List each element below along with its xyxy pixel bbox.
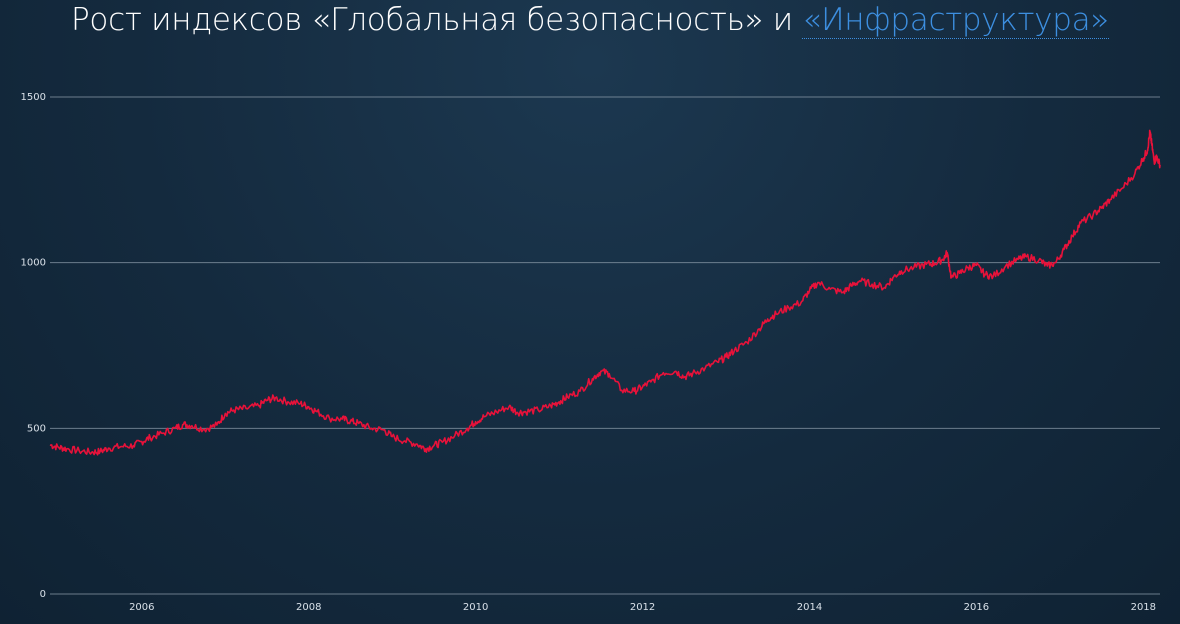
series-layer <box>49 129 1161 456</box>
x-tick-label: 2018 <box>1131 602 1156 613</box>
chart-title-main: Рост индексов «Глобальная безопасность» … <box>71 2 803 38</box>
chart-title-link[interactable]: «Инфраструктура» <box>802 2 1109 39</box>
y-tick-label: 1500 <box>21 92 46 103</box>
x-tick-label: 2006 <box>129 602 154 613</box>
x-axis-ticks: 2006 2008 2010 2012 2014 2016 2018 <box>129 602 1156 613</box>
x-tick-label: 2012 <box>630 602 655 613</box>
grid <box>50 96 1160 595</box>
y-tick-label: 500 <box>27 423 46 434</box>
x-tick-label: 2010 <box>463 602 488 613</box>
x-tick-label: 2016 <box>964 602 989 613</box>
x-tick-label: 2014 <box>797 602 822 613</box>
chart-title: Рост индексов «Глобальная безопасность» … <box>0 2 1180 39</box>
x-tick-label: 2008 <box>296 602 321 613</box>
y-axis-ticks: 0 500 1000 1500 <box>21 92 46 600</box>
series-line-0 <box>49 129 1161 456</box>
y-tick-label: 1000 <box>21 258 46 269</box>
y-tick-label: 0 <box>40 589 46 600</box>
